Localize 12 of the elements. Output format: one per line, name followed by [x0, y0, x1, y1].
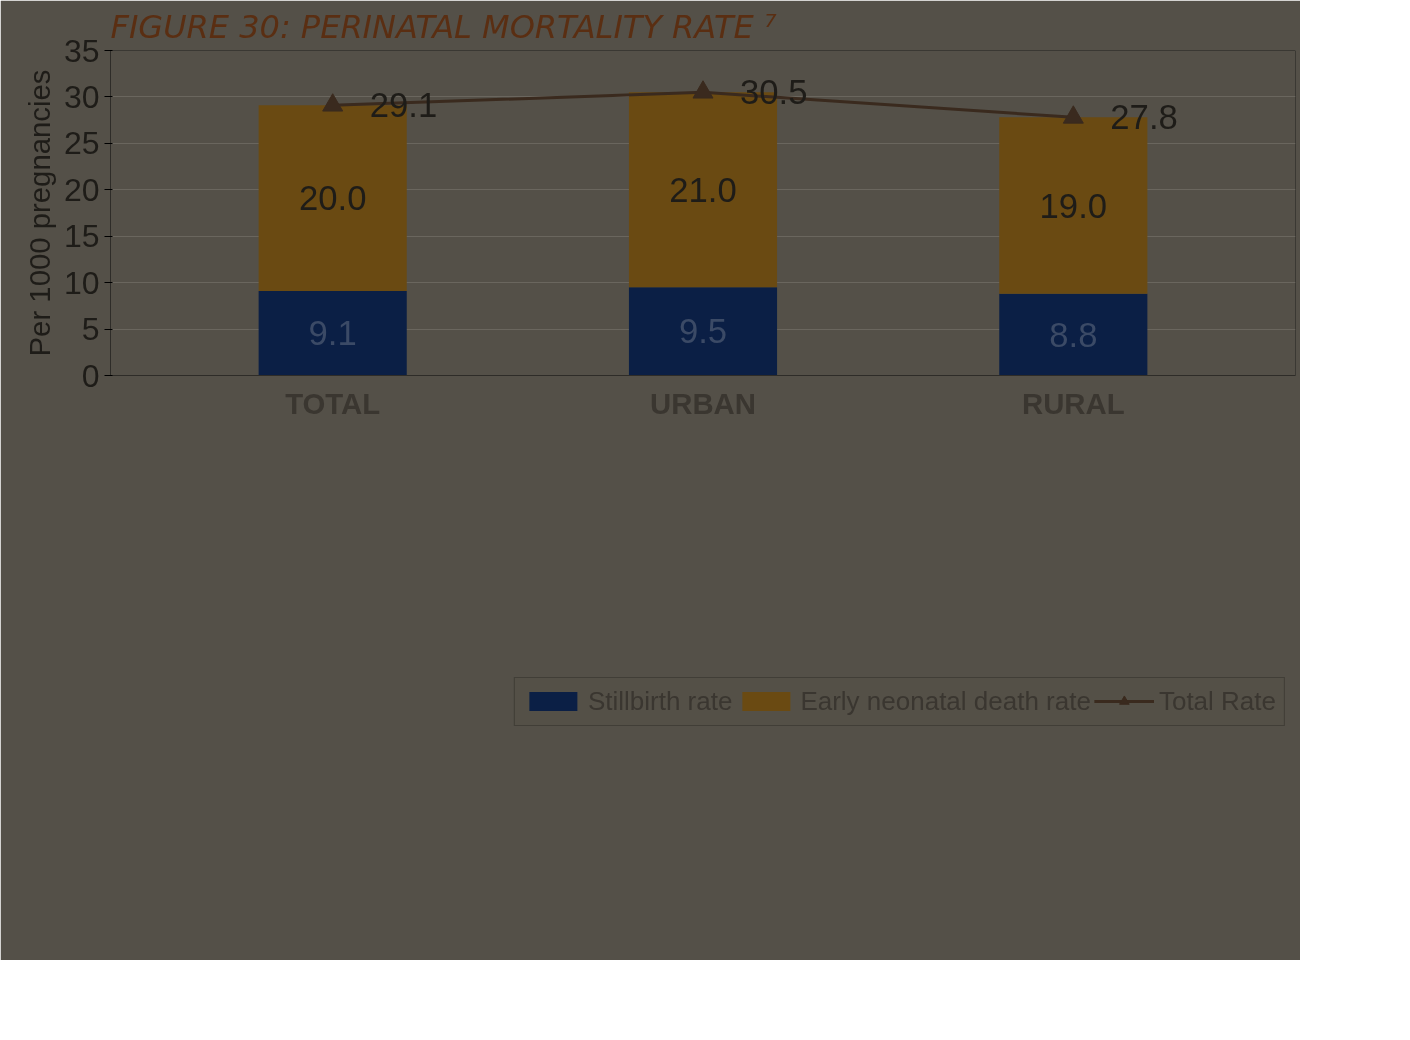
bar — [999, 293, 1148, 376]
data-label: 21.0 — [669, 170, 737, 209]
data-label: 20.0 — [298, 179, 367, 218]
data-label: 29.1 — [369, 86, 438, 125]
point — [1062, 105, 1084, 124]
bar — [628, 287, 778, 376]
point — [322, 93, 344, 112]
data-label: 27.8 — [1110, 98, 1178, 137]
data-label: 30.5 — [740, 73, 808, 112]
bar — [258, 291, 407, 376]
data-label: 19.0 — [1039, 186, 1108, 225]
point — [692, 80, 714, 99]
